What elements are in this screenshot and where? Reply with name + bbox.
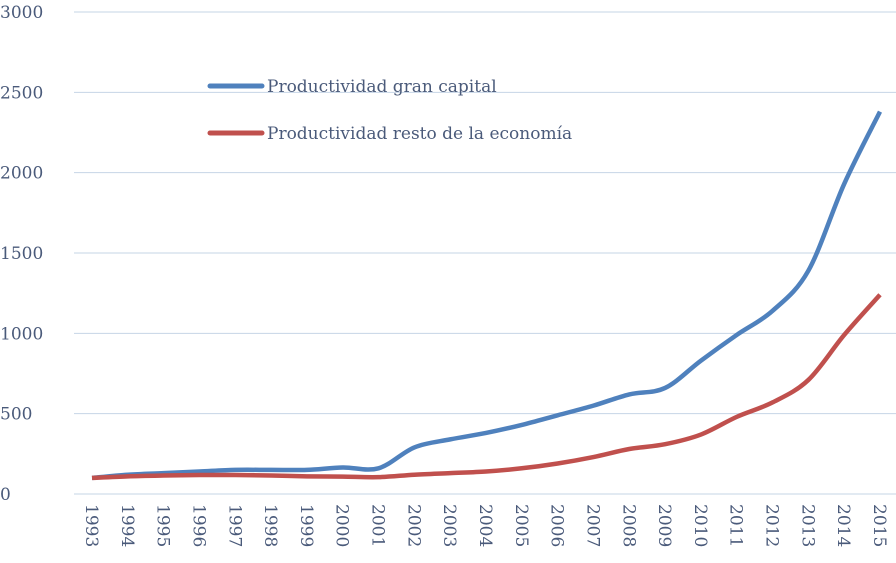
x-tick-label: 2004 <box>475 504 495 547</box>
x-tick-label: 1999 <box>296 504 316 547</box>
x-tick-label: 2008 <box>618 504 638 547</box>
x-tick-label: 2014 <box>833 504 853 547</box>
x-tick-label: 1994 <box>117 504 137 547</box>
y-tick-label: 1500 <box>0 244 43 264</box>
x-tick-label: 2001 <box>368 504 388 547</box>
x-tick-label: 2000 <box>332 504 352 547</box>
x-tick-label: 2011 <box>726 504 746 547</box>
x-tick-label: 2015 <box>869 504 889 547</box>
x-tick-label: 2012 <box>762 504 782 547</box>
x-tick-label: 2013 <box>797 504 817 547</box>
x-tick-label: 1995 <box>153 504 173 547</box>
legend-label: Productividad resto de la economía <box>267 124 572 144</box>
x-tick-label: 2003 <box>439 504 459 547</box>
x-tick-label: 1997 <box>224 504 244 547</box>
y-tick-label: 3000 <box>0 3 43 23</box>
y-tick-label: 2000 <box>0 164 43 184</box>
x-tick-label: 2007 <box>582 504 602 547</box>
y-tick-label: 1000 <box>0 324 43 344</box>
legend-label: Productividad gran capital <box>267 77 497 97</box>
x-tick-label: 1993 <box>81 504 101 547</box>
y-tick-label: 500 <box>0 405 32 425</box>
x-tick-label: 2002 <box>403 504 423 547</box>
x-tick-label: 1998 <box>260 504 280 547</box>
x-tick-label: 1996 <box>188 504 208 547</box>
x-tick-label: 2010 <box>690 504 710 547</box>
y-tick-label: 2500 <box>0 83 43 103</box>
x-tick-label: 2009 <box>654 504 674 547</box>
x-tick-label: 2006 <box>547 504 567 547</box>
series-line <box>91 110 883 481</box>
y-tick-label: 0 <box>0 485 11 505</box>
x-tick-label: 2005 <box>511 504 531 547</box>
series-line <box>91 293 882 481</box>
